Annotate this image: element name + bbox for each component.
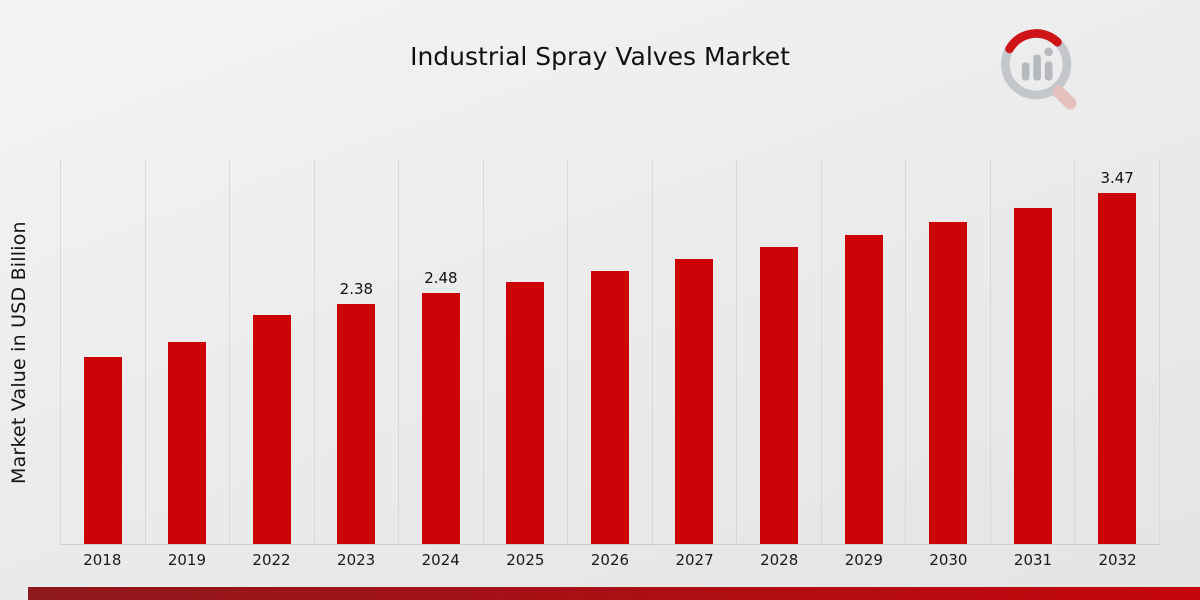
bar-2022 [252,314,291,544]
plot: 2.38 2.48 3.47 [60,160,1160,545]
plot-column [906,160,991,544]
bar-2018 [83,357,122,544]
x-tick-label: 2018 [83,551,122,569]
x-tick-label: 2025 [506,551,545,569]
bar-2027 [675,259,714,544]
bar-value-label: 2.48 [424,269,458,288]
x-tick-label: 2024 [421,551,460,569]
x-tick-label: 2022 [252,551,291,569]
plot-column: 3.47 [1075,160,1160,544]
x-tick-label: 2023 [337,551,376,569]
plot-column [61,160,146,544]
bar-2032 [1098,193,1137,544]
bar-2025 [506,282,545,544]
bar-2024 [421,293,460,544]
chart-title: Industrial Spray Valves Market [410,42,790,71]
plot-column [991,160,1076,544]
plot-column: 2.38 [315,160,400,544]
plot-column: 2.48 [399,160,484,544]
bar-2026 [590,271,629,544]
plot-column [822,160,907,544]
x-tick-label: 2027 [675,551,714,569]
bar-2023 [337,303,376,544]
bar-2030 [929,221,968,544]
magnifier-chart-icon [1001,29,1077,110]
plot-column [484,160,569,544]
bar-value-label: 3.47 [1100,169,1134,188]
x-tick-label: 2026 [590,551,630,569]
bar-2028 [760,246,799,544]
bar-2031 [1013,207,1052,544]
x-tick-label: 2030 [929,551,968,569]
footer-accent-bar [28,587,1200,600]
bar-value-label: 2.38 [339,279,374,298]
bar-2019 [168,341,207,544]
plot-column [653,160,738,544]
bar-2029 [844,234,883,544]
plot-column [568,160,653,544]
plot-column [230,160,315,544]
x-tick-label: 2019 [167,551,206,569]
x-axis: 2018 2019 2022 2023 2024 2025 2026 2027 2028 2029… [60,551,1160,569]
y-axis-label: Market Value in USD Billion [8,221,30,484]
x-tick-label: 2028 [760,551,799,569]
market-research-logo [992,22,1088,118]
plot-column [737,160,822,544]
x-tick-label: 2032 [1098,551,1137,569]
plot-column [146,160,231,544]
x-tick-label: 2031 [1013,551,1053,569]
x-tick-label: 2029 [844,551,883,569]
